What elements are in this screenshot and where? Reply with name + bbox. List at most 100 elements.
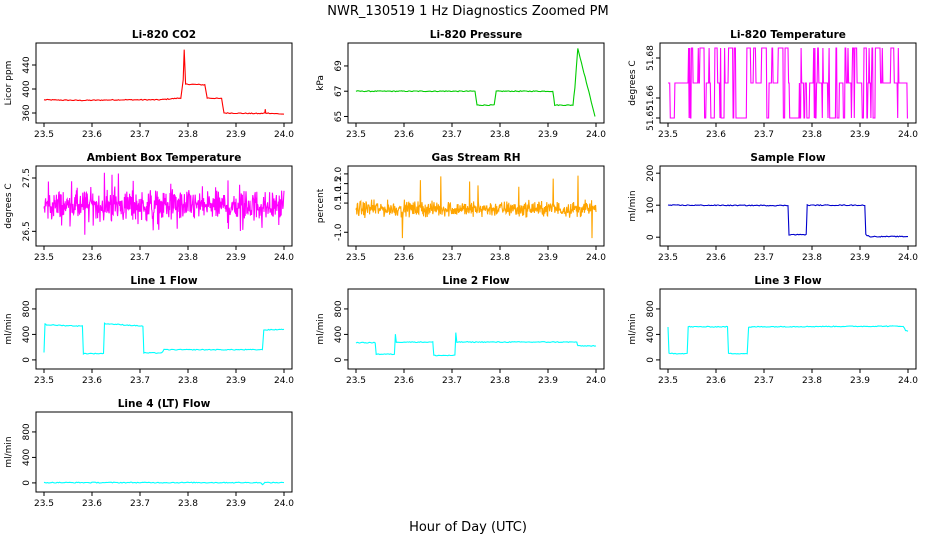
x-tick-label: 24.0	[898, 253, 918, 263]
y-tick-label: -1.0	[334, 223, 344, 241]
x-tick-label: 24.0	[898, 130, 918, 140]
x-tick-label: 23.6	[82, 376, 102, 386]
plot-frame	[35, 165, 293, 247]
x-tick-label: 23.9	[226, 253, 246, 263]
y-tick-label: 27.5	[22, 168, 32, 188]
panel-6: Line 1 Flow 23.5 23.6 23.7 23.8 23.9 24.0 0 400 8…	[4, 275, 294, 386]
x-tick-label: 24.0	[274, 499, 294, 509]
panel-0: Li-820 CO2 23.5 23.6 23.7 23.8 23.9 24.0 360 400…	[4, 29, 294, 140]
y-axis-label: ml/min	[628, 313, 638, 344]
figure-title: NWR_130519 1 Hz Diagnostics Zoomed PM	[327, 4, 609, 19]
x-tick-label: 23.8	[490, 376, 510, 386]
x-tick-label: 24.0	[898, 376, 918, 386]
panel-9: Line 4 (LT) Flow 23.5 23.6 23.7 23.8 23.9 24.0…	[4, 398, 294, 509]
plot-frame	[659, 42, 917, 124]
x-tick-label: 23.6	[394, 376, 414, 386]
y-tick-label: 400	[646, 326, 656, 343]
panel-4: Gas Stream RH 23.5 23.6 23.7 23.8 23.9 24.0 -1.…	[316, 152, 606, 263]
y-tick-label: 1.5	[334, 176, 344, 190]
y-tick-label: 200	[646, 164, 656, 181]
y-tick-label: 360	[22, 104, 32, 121]
series-line	[668, 47, 908, 119]
panel-title: Line 1 Flow	[130, 275, 197, 287]
x-tick-label: 23.7	[130, 376, 150, 386]
panel-1: Li-820 Pressure 23.5 23.6 23.7 23.8 23.9 24.0 6…	[316, 29, 606, 140]
x-tick-label: 23.9	[850, 253, 870, 263]
x-tick-label: 23.6	[394, 253, 414, 263]
y-tick-label: 2.0	[334, 166, 344, 181]
x-tick-label: 23.5	[346, 376, 366, 386]
y-tick-label: 0	[646, 357, 656, 363]
panel-2: Li-820 Temperature 23.5 23.6 23.7 23.8 23.9 24…	[628, 29, 918, 140]
y-tick-label: 51.65	[646, 105, 656, 131]
figure-xlabel: Hour of Day (UTC)	[409, 520, 527, 535]
x-tick-label: 23.6	[706, 376, 726, 386]
x-tick-label: 23.9	[538, 130, 558, 140]
x-tick-label: 23.7	[442, 253, 462, 263]
plot-frame	[659, 288, 917, 370]
x-tick-label: 23.7	[442, 376, 462, 386]
y-axis-label: degrees C	[4, 183, 14, 228]
y-tick-label: 67	[334, 85, 344, 96]
x-tick-label: 23.7	[754, 130, 774, 140]
x-tick-label: 24.0	[274, 130, 294, 140]
y-tick-label: 800	[22, 300, 32, 317]
y-axis-label: kPa	[316, 75, 326, 91]
x-tick-label: 24.0	[274, 253, 294, 263]
y-tick-label: 800	[646, 300, 656, 317]
panel-title: Li-820 CO2	[132, 29, 196, 41]
y-tick-label: 400	[22, 80, 32, 97]
x-tick-label: 23.7	[130, 499, 150, 509]
x-tick-label: 23.9	[226, 499, 246, 509]
x-tick-label: 23.8	[178, 130, 198, 140]
x-tick-label: 23.8	[490, 253, 510, 263]
panel-title: Li-820 Temperature	[730, 29, 846, 41]
series-line	[355, 48, 596, 117]
x-tick-label: 23.9	[850, 130, 870, 140]
x-tick-label: 23.5	[346, 130, 366, 140]
y-tick-label: 26.5	[22, 221, 32, 241]
x-tick-label: 23.9	[538, 253, 558, 263]
x-tick-label: 23.7	[754, 253, 774, 263]
plot-frame	[347, 42, 605, 124]
x-tick-label: 23.6	[82, 499, 102, 509]
plot-frame	[347, 288, 605, 370]
panel-title: Ambient Box Temperature	[87, 152, 242, 164]
y-tick-label: 800	[22, 423, 32, 440]
panel-3: Ambient Box Temperature 23.5 23.6 23.7 23.8 2…	[4, 152, 294, 263]
panel-title: Line 2 Flow	[442, 275, 509, 287]
x-tick-label: 23.6	[82, 130, 102, 140]
y-tick-label: 100	[646, 196, 656, 213]
x-tick-label: 23.5	[34, 130, 54, 140]
x-tick-label: 23.6	[706, 253, 726, 263]
x-tick-label: 23.7	[130, 130, 150, 140]
panel-grid: Li-820 CO2 23.5 23.6 23.7 23.8 23.9 24.0 360 400…	[4, 29, 918, 509]
x-tick-label: 23.9	[538, 376, 558, 386]
panel-title: Line 3 Flow	[754, 275, 821, 287]
y-tick-label: 0	[646, 234, 656, 240]
y-tick-label: 0	[22, 480, 32, 486]
x-tick-label: 23.8	[802, 376, 822, 386]
plot-frame	[659, 165, 917, 247]
panel-title: Line 4 (LT) Flow	[118, 398, 211, 410]
series-line	[43, 481, 285, 486]
x-tick-label: 23.9	[226, 130, 246, 140]
series-line	[667, 203, 908, 238]
panel-8: Line 3 Flow 23.5 23.6 23.7 23.8 23.9 24.0 0 400 8…	[628, 275, 918, 386]
y-tick-label: 440	[22, 56, 32, 73]
y-axis-label: degrees C	[628, 60, 638, 105]
x-tick-label: 23.5	[34, 376, 54, 386]
x-tick-label: 23.6	[706, 130, 726, 140]
plot-frame	[35, 288, 293, 370]
series-line	[355, 175, 597, 239]
x-tick-label: 23.8	[178, 376, 198, 386]
y-tick-label: 0.5	[334, 196, 344, 210]
x-tick-label: 23.6	[82, 253, 102, 263]
x-tick-label: 23.7	[754, 376, 774, 386]
x-tick-label: 24.0	[586, 130, 606, 140]
x-tick-label: 23.8	[178, 253, 198, 263]
x-tick-label: 24.0	[274, 376, 294, 386]
series-line	[43, 322, 285, 355]
y-tick-label: 51.66	[646, 85, 656, 111]
x-tick-label: 23.8	[802, 130, 822, 140]
